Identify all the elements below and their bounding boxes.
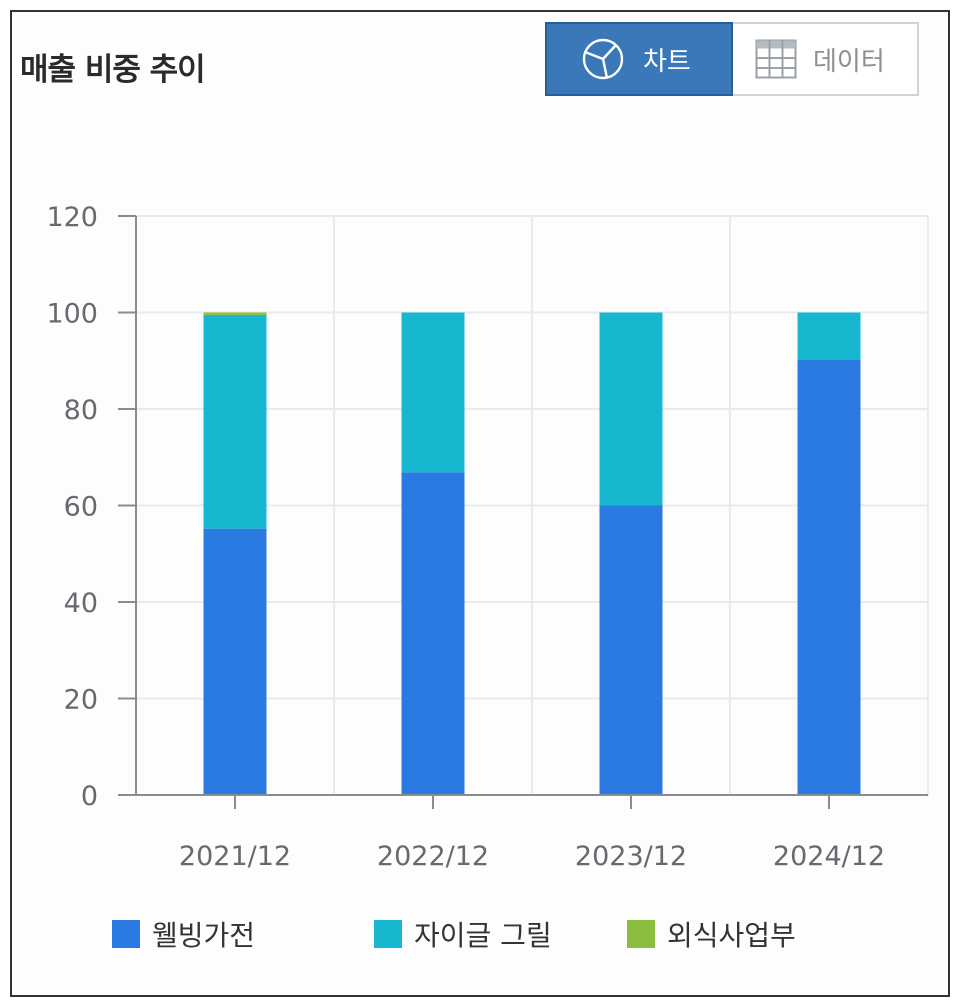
x-tick-label: 2022/12: [377, 841, 489, 872]
x-tick-label: 2024/12: [773, 841, 885, 872]
legend-swatch: [112, 920, 140, 948]
y-tick-label: 40: [64, 588, 98, 619]
x-tick-label: 2023/12: [575, 841, 687, 872]
legend-label: 웰빙가전: [152, 919, 256, 952]
chart-view-button[interactable]: 차트: [545, 22, 733, 96]
y-tick-label: 20: [64, 685, 98, 716]
bar-2023-12-series-0: [599, 505, 663, 795]
y-tick-label: 100: [46, 299, 98, 330]
table-grid-icon: [755, 39, 797, 79]
data-view-button[interactable]: 데이터: [733, 22, 919, 96]
panel-title: 매출 비중 추이: [20, 52, 206, 88]
pie-chart-icon: [581, 37, 625, 81]
bar-2024-12-series-1: [797, 312, 861, 360]
y-tick-label: 120: [46, 202, 98, 233]
bar-2022-12-series-0: [401, 472, 465, 795]
stacked-bar-chart: 0 20 40 60 80 100 120 2021/12 2022/12 2023/12 2024…: [46, 202, 929, 872]
data-view-label: 데이터: [813, 46, 885, 77]
y-tick-label: 80: [64, 395, 98, 426]
y-tick-label: 0: [81, 781, 98, 812]
x-tick-label: 2021/12: [179, 841, 291, 872]
bar-2021-12-series-1: [203, 314, 267, 529]
bar-2022-12-series-1: [401, 312, 465, 473]
chart-panel: [10, 10, 950, 997]
legend-item[interactable]: 웰빙가전: [112, 914, 255, 954]
bar-2023-12-series-1: [599, 312, 663, 506]
legend-swatch: [627, 920, 655, 948]
legend-label: 외식사업부: [667, 919, 796, 952]
bar-2021-12-series-0: [203, 528, 267, 795]
bar-2024-12-series-0: [797, 359, 861, 795]
legend-item[interactable]: 자이글 그릴: [374, 914, 552, 954]
bar-2021-12-series-2: [203, 312, 267, 315]
view-toggle: 차트 데이터: [545, 22, 919, 96]
legend-label: 자이글 그릴: [414, 919, 552, 952]
legend-item[interactable]: 외식사업부: [627, 914, 796, 954]
legend-swatch: [374, 920, 402, 948]
y-tick-label: 60: [64, 492, 98, 523]
chart-view-label: 차트: [643, 46, 691, 77]
